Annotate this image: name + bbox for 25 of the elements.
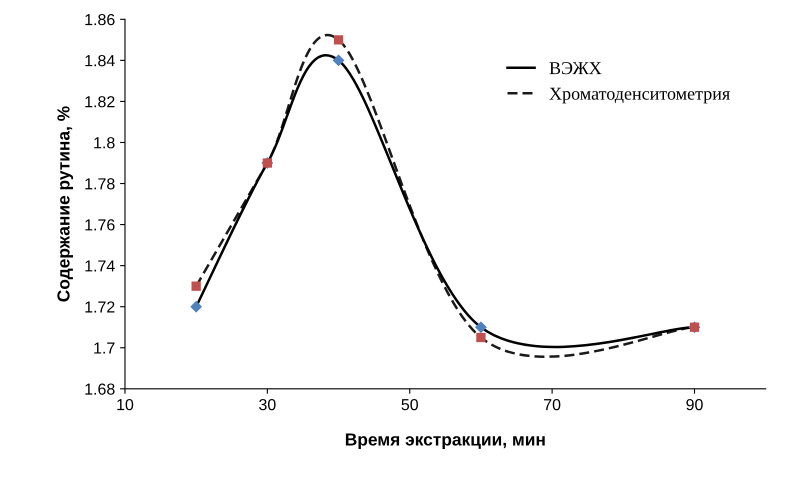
point	[475, 321, 487, 334]
x-tick-label: 10	[117, 398, 134, 410]
point	[192, 282, 201, 291]
y-tick-label: 1.76	[85, 219, 115, 231]
y-tick-label: 1.72	[85, 301, 114, 312]
y-tick-label: 1.7	[94, 342, 114, 354]
x-tick-label: 90	[686, 398, 703, 410]
legend-label: Хроматоденситометрия	[549, 88, 730, 104]
x-tick-label: 70	[544, 398, 560, 410]
y-tick-label: 1.8	[94, 137, 115, 148]
y-tick-label: 1.84	[85, 55, 115, 66]
y-tick-label: 1.78	[85, 178, 115, 190]
point	[332, 54, 344, 66]
y-tick-label: 1.68	[85, 383, 115, 395]
x-tick-label: 50	[401, 398, 418, 410]
x-axis-title: Время экстракции, мин	[346, 434, 545, 450]
point	[190, 300, 202, 313]
x-tick-label: 30	[259, 398, 276, 410]
point	[334, 35, 344, 45]
y-tick-label: 1.74	[85, 260, 115, 272]
legend-label: ВЭЖХ	[550, 62, 602, 74]
y-axis-title: Содержание рутина, %	[57, 106, 74, 302]
point	[476, 332, 486, 342]
y-tick-label: 1.86	[85, 14, 115, 26]
y-tick-label: 1.82	[85, 96, 114, 108]
